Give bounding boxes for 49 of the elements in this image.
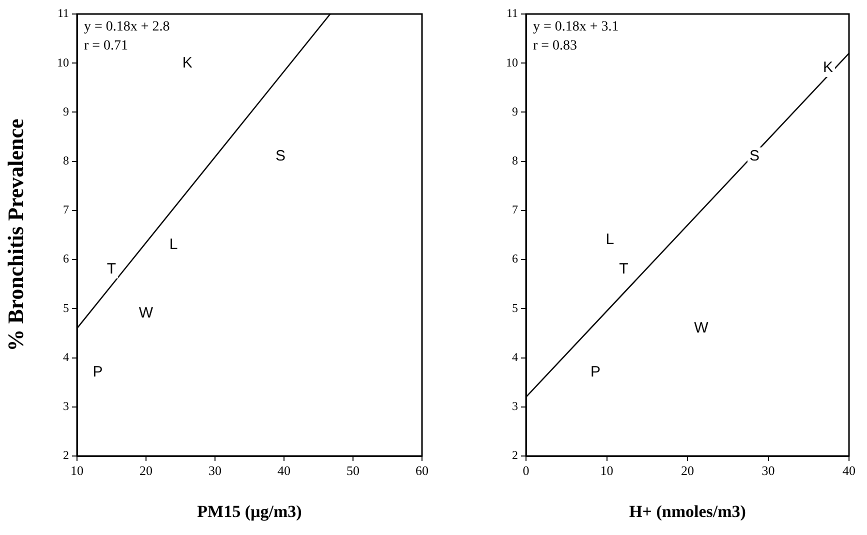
data-label: W	[694, 319, 710, 336]
y-tick-label: 9	[63, 104, 69, 118]
data-label: L	[606, 231, 614, 248]
y-tick-label: 11	[57, 6, 69, 20]
data-label: T	[619, 260, 628, 278]
y-tick-label: 9	[512, 104, 518, 118]
data-label: S	[276, 148, 286, 165]
data-label: S	[750, 148, 760, 165]
y-tick-label: 8	[63, 153, 69, 168]
data-label: L	[169, 236, 178, 253]
y-tick-label: 5	[63, 300, 69, 315]
y-tick-label: 10	[57, 55, 69, 70]
data-label: K	[822, 59, 834, 76]
y-tick-label: 8	[512, 153, 518, 168]
x-tick-label: 20	[681, 463, 694, 478]
x-tick-label: 30	[208, 463, 222, 478]
y-tick-label: 4	[512, 350, 518, 364]
y-tick-label: 10	[506, 55, 518, 70]
y-tick-label: 6	[63, 252, 69, 266]
x-tick-label: 50	[346, 463, 360, 478]
y-tick-label: 7	[63, 202, 69, 217]
x-tick-label: 0	[522, 463, 530, 478]
x-tick-label: 60	[416, 463, 428, 478]
x-axis-title: H+ (nmoles/m3)	[629, 502, 746, 522]
annotation: r = 0.71	[84, 38, 128, 54]
annotation: r = 0.83	[533, 38, 578, 54]
x-tick-label: 40	[278, 463, 290, 478]
data-label: P	[590, 364, 600, 381]
data-label: T	[106, 260, 116, 278]
data-label: W	[138, 304, 154, 322]
data-label: K	[182, 54, 192, 72]
x-axis-title: PM15 (µg/m3)	[197, 502, 302, 522]
x-tick-label: 10	[600, 463, 614, 478]
y-axis-title: % Bronchitis Prevalence	[2, 118, 28, 352]
y-tick-label: 5	[512, 300, 518, 315]
annotation: y = 0.18x + 3.1	[533, 20, 619, 35]
y-tick-label: 11	[506, 6, 518, 20]
data-label: P	[92, 364, 103, 381]
x-tick-label: 20	[140, 463, 152, 478]
y-tick-label: 6	[512, 252, 518, 266]
x-tick-label: 30	[762, 463, 775, 478]
y-tick-label: 2	[63, 448, 69, 462]
y-tick-label: 4	[63, 350, 69, 364]
y-tick-label: 3	[512, 399, 518, 414]
y-tick-label: 3	[63, 399, 69, 414]
y-tick-label: 7	[512, 202, 518, 217]
y-tick-label: 2	[512, 448, 518, 462]
annotation: y = 0.18x + 2.8	[84, 20, 170, 35]
x-tick-label: 40	[842, 463, 856, 478]
